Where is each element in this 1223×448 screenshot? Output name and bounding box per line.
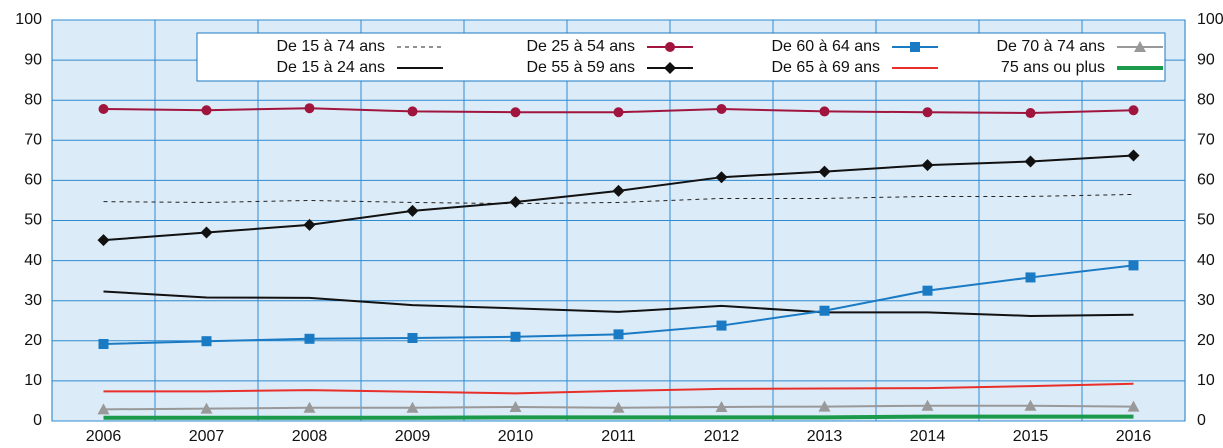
y2-tick-label: 50 xyxy=(1197,212,1215,229)
point-marker xyxy=(510,331,521,342)
point-marker xyxy=(1128,105,1139,116)
y-tick-label: 70 xyxy=(24,132,42,149)
point-marker xyxy=(1127,149,1140,162)
y-tick-label: 100 xyxy=(15,11,42,28)
point-marker xyxy=(406,204,419,217)
point-marker xyxy=(612,401,625,413)
point-marker xyxy=(716,104,727,115)
legend-label: De 70 à 74 ans xyxy=(996,38,1105,55)
legend-label: De 65 à 69 ans xyxy=(771,59,880,76)
point-marker xyxy=(97,234,110,247)
point-marker xyxy=(201,336,212,347)
y-tick-label: 30 xyxy=(24,292,42,309)
x-tick-label: 2015 xyxy=(1013,428,1049,445)
point-marker xyxy=(1025,272,1036,283)
y2-tick-label: 90 xyxy=(1197,51,1215,68)
series-line xyxy=(103,382,1134,395)
point-marker xyxy=(819,106,830,117)
point-marker xyxy=(715,400,728,412)
legend-label: De 15 à 24 ans xyxy=(276,59,385,76)
point-marker xyxy=(303,218,316,231)
x-tick-label: 2013 xyxy=(807,428,843,445)
legend-label: De 15 à 74 ans xyxy=(276,38,385,55)
point-marker xyxy=(1025,108,1036,119)
point-marker xyxy=(509,196,522,209)
y2-tick-label: 0 xyxy=(1197,412,1206,429)
x-tick-label: 2009 xyxy=(395,428,431,445)
y2-tick-label: 20 xyxy=(1197,332,1215,349)
point-marker xyxy=(921,399,934,411)
y-tick-label: 0 xyxy=(33,412,42,429)
point-marker xyxy=(613,107,624,118)
legend-marker xyxy=(664,62,676,74)
point-marker xyxy=(922,107,933,118)
x-tick-label: 2012 xyxy=(704,428,740,445)
x-tick-label: 2007 xyxy=(189,428,225,445)
point-marker xyxy=(921,159,934,172)
point-marker xyxy=(98,339,109,350)
point-marker xyxy=(407,106,418,117)
point-marker xyxy=(201,105,212,116)
point-marker xyxy=(407,332,418,343)
series-line xyxy=(103,290,1134,317)
point-marker xyxy=(818,165,831,178)
point-marker xyxy=(1127,400,1140,412)
legend-marker xyxy=(665,42,675,52)
point-marker xyxy=(818,400,831,412)
point-marker xyxy=(922,285,933,296)
point-marker xyxy=(98,104,109,115)
point-marker xyxy=(303,401,316,413)
legend-marker xyxy=(910,42,920,52)
point-marker xyxy=(304,333,315,344)
series-line xyxy=(103,414,1134,420)
point-marker xyxy=(612,184,625,197)
point-marker xyxy=(715,171,728,184)
series-line xyxy=(103,193,1134,205)
y-tick-label: 90 xyxy=(24,51,42,68)
y-tick-label: 60 xyxy=(24,172,42,189)
y2-tick-label: 100 xyxy=(1197,11,1223,28)
x-tick-label: 2006 xyxy=(86,428,122,445)
point-marker xyxy=(200,226,213,239)
y2-tick-label: 30 xyxy=(1197,292,1215,309)
point-marker xyxy=(406,401,419,413)
legend-box xyxy=(196,32,1166,82)
x-tick-label: 2016 xyxy=(1116,428,1152,445)
y-tick-label: 80 xyxy=(24,91,42,108)
point-marker xyxy=(510,107,521,118)
point-marker xyxy=(1024,155,1037,168)
point-marker xyxy=(509,400,522,412)
x-tick-label: 2011 xyxy=(601,428,636,445)
point-marker xyxy=(1024,399,1037,411)
x-tick-label: 2014 xyxy=(910,428,946,445)
y-tick-label: 20 xyxy=(24,332,42,349)
legend-label: De 60 à 64 ans xyxy=(771,38,880,55)
y-tick-label: 10 xyxy=(24,372,42,389)
y2-tick-label: 70 xyxy=(1197,132,1215,149)
point-marker xyxy=(97,403,110,415)
legend-label: De 55 à 59 ans xyxy=(526,59,635,76)
y2-tick-label: 10 xyxy=(1197,372,1215,389)
legend-label: De 25 à 54 ans xyxy=(526,38,635,55)
point-marker xyxy=(819,305,830,316)
x-tick-label: 2010 xyxy=(498,428,534,445)
point-marker xyxy=(1128,260,1139,271)
point-marker xyxy=(716,320,727,331)
point-marker xyxy=(200,402,213,414)
y-tick-label: 50 xyxy=(24,212,42,229)
legend-label: 75 ans ou plus xyxy=(1001,59,1105,76)
y-tick-label: 40 xyxy=(24,252,42,269)
x-tick-label: 2008 xyxy=(292,428,328,445)
point-marker xyxy=(613,329,624,340)
point-marker xyxy=(304,103,315,114)
y2-tick-label: 60 xyxy=(1197,172,1215,189)
y2-tick-label: 80 xyxy=(1197,91,1215,108)
y2-tick-label: 40 xyxy=(1197,252,1215,269)
legend-marker xyxy=(1134,41,1146,52)
